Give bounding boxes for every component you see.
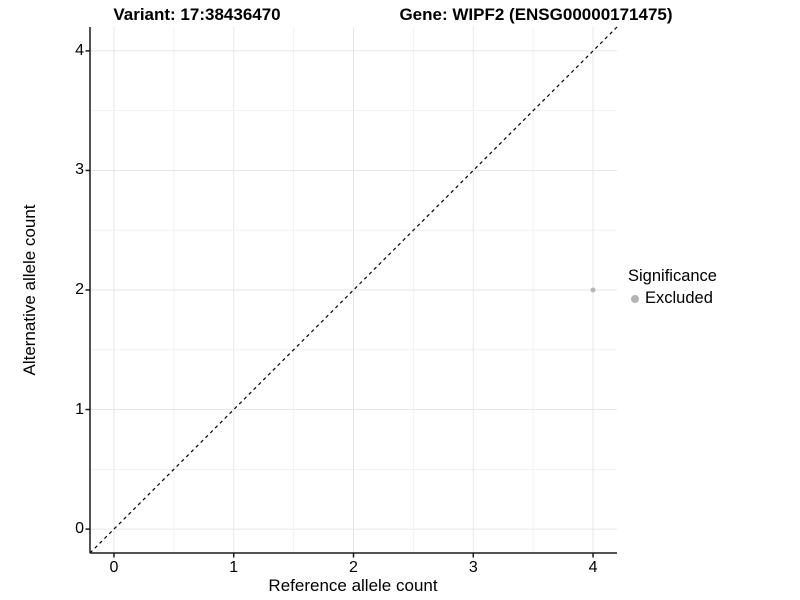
- identity-reference-line: [89, 26, 618, 554]
- y-tick-label: 0: [75, 520, 84, 538]
- legend-entry-excluded: Excluded: [628, 289, 717, 308]
- x-axis-title: Reference allele count: [268, 576, 438, 595]
- x-tick-label: 2: [349, 559, 358, 576]
- plot-title-gene: Gene: WIPF2 (ENSG00000171475): [399, 5, 673, 24]
- y-tick-label: 3: [75, 161, 84, 179]
- y-tick-label: 1: [75, 400, 84, 418]
- excluded-point-swatch: [631, 294, 639, 303]
- plot-panel: [85, 26, 618, 558]
- plot-canvas: [85, 26, 618, 558]
- x-tick-label: 4: [588, 559, 598, 576]
- legend: Significance Excluded: [628, 267, 717, 308]
- data-point-excluded: [590, 287, 596, 293]
- x-tick-label: 1: [229, 559, 239, 576]
- y-tick-label: 4: [75, 41, 84, 59]
- y-axis-title: Alternative allele count: [20, 204, 39, 376]
- legend-entry-label: Excluded: [645, 289, 713, 307]
- legend-title: Significance: [628, 267, 717, 285]
- plot-title-variant: Variant: 17:38436470: [113, 5, 281, 24]
- y-tick-label: 2: [75, 281, 84, 298]
- x-tick-label: 3: [468, 559, 478, 576]
- x-tick-label: 0: [109, 559, 119, 576]
